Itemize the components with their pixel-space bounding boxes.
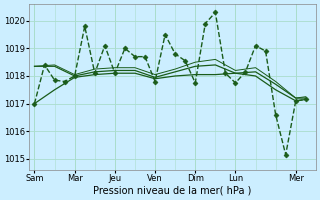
X-axis label: Pression niveau de la mer( hPa ): Pression niveau de la mer( hPa ) [93, 186, 252, 196]
